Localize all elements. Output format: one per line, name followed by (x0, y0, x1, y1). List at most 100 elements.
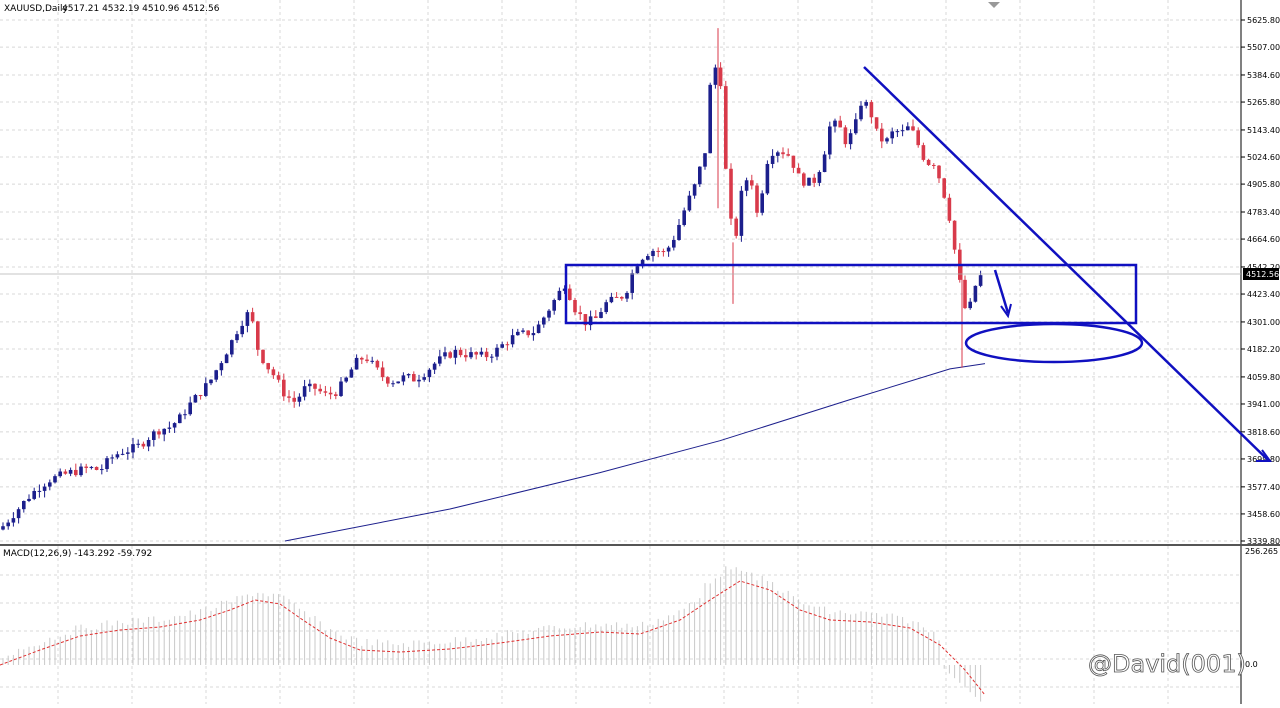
candle-body[interactable] (396, 381, 400, 384)
candle-body[interactable] (614, 296, 619, 298)
candle-body[interactable] (557, 290, 562, 301)
candle-body[interactable] (760, 193, 764, 213)
candle-body[interactable] (666, 247, 671, 252)
support-zone-rectangle[interactable] (564, 263, 1138, 325)
candle-body[interactable] (906, 126, 910, 131)
candle-body[interactable] (646, 256, 650, 260)
target-ellipse[interactable] (964, 322, 1144, 364)
candle-body[interactable] (599, 312, 603, 318)
candle-body[interactable] (422, 377, 426, 380)
candle-body[interactable] (968, 301, 972, 309)
candle-body[interactable] (401, 375, 406, 382)
candle-body[interactable] (42, 486, 47, 491)
candle-body[interactable] (105, 458, 109, 470)
candle-body[interactable] (323, 391, 328, 393)
candle-body[interactable] (952, 220, 957, 250)
candle-body[interactable] (932, 164, 936, 166)
candle-body[interactable] (453, 349, 458, 358)
candle-body[interactable] (677, 224, 681, 240)
candle-body[interactable] (479, 351, 484, 355)
candle-body[interactable] (302, 386, 307, 397)
candle-body[interactable] (859, 105, 863, 120)
candle-body[interactable] (947, 197, 952, 221)
candle-body[interactable] (750, 180, 754, 186)
candle-body[interactable] (786, 154, 790, 156)
candle-body[interactable] (531, 333, 536, 336)
candle-body[interactable] (219, 363, 224, 371)
candle-body[interactable] (464, 355, 468, 358)
candle-body[interactable] (890, 131, 894, 139)
candle-body[interactable] (869, 102, 874, 118)
candle-body[interactable] (157, 431, 161, 435)
candle-body[interactable] (833, 120, 837, 127)
candle-body[interactable] (578, 312, 582, 315)
candle-body[interactable] (880, 128, 884, 142)
candle-body[interactable] (313, 383, 317, 389)
candle-body[interactable] (230, 340, 234, 355)
candle-body[interactable] (734, 218, 738, 236)
candle-body[interactable] (27, 498, 31, 502)
candle-body[interactable] (921, 145, 926, 160)
candle-body[interactable] (391, 383, 395, 385)
candle-body[interactable] (672, 239, 676, 248)
candle-body[interactable] (807, 177, 811, 186)
candle-body[interactable] (375, 360, 380, 368)
candle-body[interactable] (718, 67, 723, 87)
candle-body[interactable] (37, 490, 42, 492)
candle-body[interactable] (864, 102, 868, 106)
candle-body[interactable] (500, 344, 504, 348)
candle-body[interactable] (152, 431, 156, 440)
candle-body[interactable] (167, 427, 172, 429)
candle-body[interactable] (895, 131, 900, 133)
candles[interactable] (1, 28, 983, 531)
candle-body[interactable] (141, 443, 146, 447)
candle-body[interactable] (131, 444, 135, 453)
candle-body[interactable] (178, 414, 182, 424)
candle-body[interactable] (796, 167, 801, 174)
candle-body[interactable] (417, 379, 421, 382)
candle-body[interactable] (594, 316, 598, 318)
candle-body[interactable] (635, 266, 640, 274)
user-drawings[interactable] (564, 66, 1272, 462)
candle-body[interactable] (536, 324, 541, 334)
candle-body[interactable] (136, 443, 140, 445)
candle-body[interactable] (651, 250, 655, 257)
candle-body[interactable] (703, 153, 707, 167)
candle-body[interactable] (198, 395, 203, 397)
candle-body[interactable] (438, 356, 442, 364)
candle-body[interactable] (344, 377, 348, 382)
candle-body[interactable] (1, 526, 5, 530)
candle-body[interactable] (656, 250, 660, 252)
candle-body[interactable] (406, 374, 411, 376)
candle-body[interactable] (724, 86, 728, 169)
candle-body[interactable] (32, 490, 36, 499)
candle-body[interactable] (963, 279, 967, 309)
candle-body[interactable] (630, 273, 634, 293)
candle-body[interactable] (63, 471, 68, 474)
candle-body[interactable] (276, 375, 281, 380)
candle-body[interactable] (328, 392, 333, 395)
candle-body[interactable] (885, 138, 889, 142)
candle-body[interactable] (739, 190, 744, 236)
candle-body[interactable] (604, 302, 608, 313)
candle-body[interactable] (365, 359, 369, 362)
candle-body[interactable] (172, 423, 177, 428)
candle-body[interactable] (162, 428, 166, 435)
candle-body[interactable] (146, 439, 151, 447)
candle-body[interactable] (120, 453, 125, 455)
candle-body[interactable] (448, 352, 452, 358)
candle-body[interactable] (261, 349, 265, 364)
candle-body[interactable] (609, 296, 614, 303)
candle-body[interactable] (474, 352, 478, 355)
candle-body[interactable] (490, 356, 494, 358)
candle-body[interactable] (781, 152, 785, 155)
candle-body[interactable] (266, 363, 270, 370)
candle-body[interactable] (339, 381, 343, 396)
candle-body[interactable] (692, 184, 697, 196)
candle-body[interactable] (443, 352, 447, 357)
candle-body[interactable] (495, 347, 499, 357)
candle-body[interactable] (937, 165, 941, 179)
candle-body[interactable] (89, 466, 94, 468)
down-arrow[interactable] (993, 269, 1010, 314)
candle-body[interactable] (74, 469, 78, 476)
